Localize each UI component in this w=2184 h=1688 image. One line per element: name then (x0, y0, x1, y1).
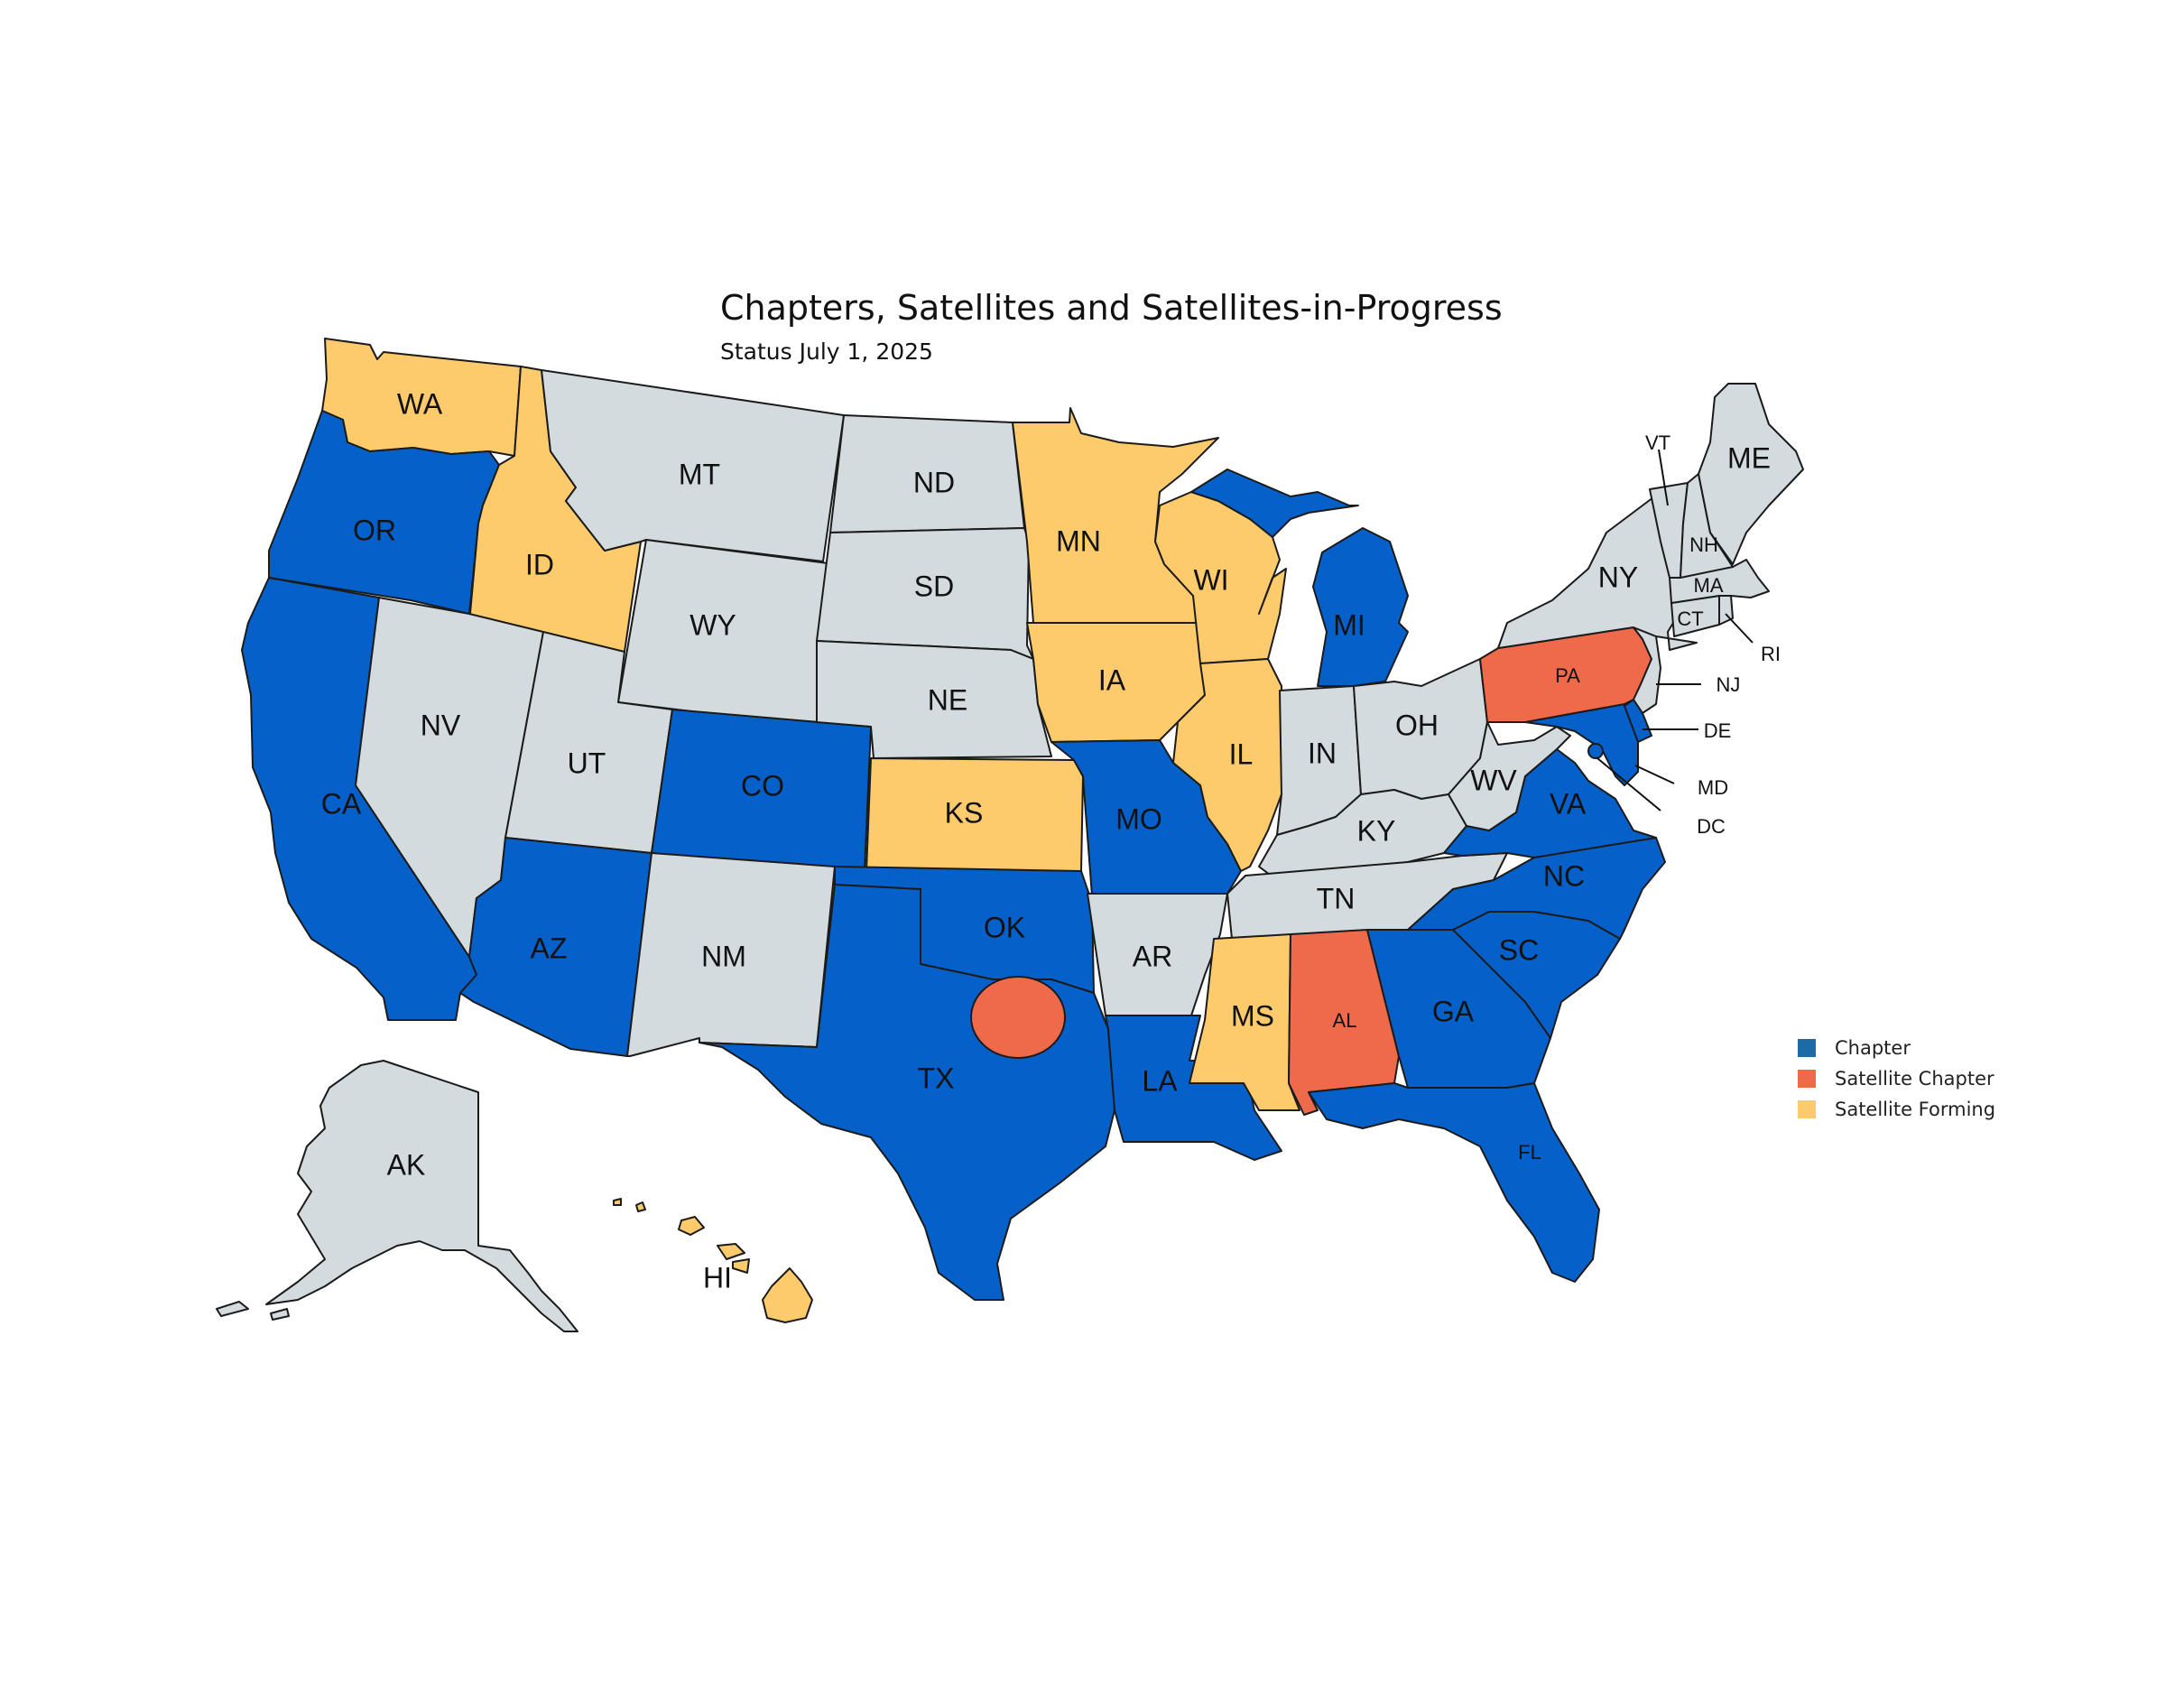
label-nm: NM (701, 940, 746, 972)
legend-label-satellite-forming: Satellite Forming (1835, 1099, 1995, 1120)
legend-swatch-chapter (1798, 1039, 1816, 1057)
label-fl: FL (1518, 1141, 1541, 1164)
label-ca: CA (321, 787, 362, 820)
legend-label-satellite-chapter: Satellite Chapter (1835, 1068, 1994, 1090)
label-de: DE (1704, 719, 1732, 742)
state-ks[interactable] (865, 757, 1084, 872)
label-ia: IA (1098, 663, 1126, 696)
label-md: MD (1698, 776, 1728, 799)
leader-vt (1658, 449, 1669, 506)
state-la[interactable] (1105, 1015, 1282, 1161)
label-la: LA (1142, 1064, 1178, 1097)
label-nh: NH (1689, 533, 1718, 556)
label-nc: NC (1543, 859, 1585, 892)
leader-dc (1596, 757, 1661, 812)
label-mn: MN (1056, 524, 1101, 557)
label-va: VA (1550, 787, 1587, 820)
state-hi[interactable] (613, 1198, 813, 1323)
state-nm[interactable] (626, 852, 836, 1057)
legend-swatch-satellite-forming (1798, 1100, 1816, 1118)
label-al: AL (1333, 1009, 1357, 1032)
label-wi: WI (1193, 563, 1228, 596)
label-ms: MS (1231, 999, 1274, 1032)
map-title: Chapters, Satellites and Satellites-in-P… (720, 288, 1503, 328)
label-ok: OK (984, 911, 1025, 943)
label-ks: KS (945, 796, 984, 829)
label-oh: OH (1395, 709, 1439, 741)
legend-swatch-satellite-chapter (1798, 1070, 1816, 1088)
label-ky: KY (1357, 814, 1396, 847)
label-ne: NE (928, 683, 967, 716)
label-il: IL (1229, 737, 1254, 770)
label-ma: MA (1694, 574, 1724, 597)
label-or: OR (353, 514, 396, 546)
state-mt[interactable] (541, 369, 845, 562)
label-pa: PA (1555, 664, 1580, 687)
label-mo: MO (1115, 802, 1162, 835)
leader-md (1634, 765, 1675, 784)
label-mt: MT (679, 458, 720, 490)
map-subtitle: Status July 1, 2025 (720, 339, 933, 365)
label-ar: AR (1133, 940, 1172, 972)
state-ma[interactable] (1669, 559, 1770, 604)
label-wv: WV (1470, 764, 1517, 796)
label-ut: UT (568, 747, 606, 779)
label-tn: TN (1317, 882, 1356, 914)
label-ak: AK (387, 1148, 426, 1181)
state-fl[interactable] (1308, 1082, 1600, 1283)
state-me[interactable] (1698, 383, 1804, 565)
label-az: AZ (531, 932, 568, 964)
label-sc: SC (1499, 933, 1539, 966)
label-sd: SD (914, 570, 954, 602)
label-wa: WA (397, 387, 443, 420)
label-leader-lines (1596, 449, 1754, 812)
state-ak[interactable] (216, 1060, 578, 1332)
state-nc[interactable] (1407, 837, 1666, 940)
legend: Chapter Satellite Chapter Satellite Form… (1798, 1037, 1995, 1120)
label-nj: NJ (1717, 673, 1741, 696)
label-hi: HI (703, 1261, 732, 1294)
label-id: ID (525, 548, 554, 580)
state-ne[interactable] (816, 640, 1052, 759)
legend-label-chapter: Chapter (1835, 1037, 1911, 1059)
label-ct: CT (1677, 607, 1703, 630)
label-ny: NY (1598, 561, 1638, 593)
label-wy: WY (689, 608, 736, 641)
label-ga: GA (1432, 995, 1475, 1027)
label-co: CO (741, 769, 784, 802)
label-mi: MI (1333, 608, 1365, 641)
state-nj[interactable] (1633, 626, 1661, 714)
state-mi[interactable] (1190, 468, 1409, 687)
label-dc: DC (1697, 815, 1726, 838)
state-dc[interactable] (1587, 743, 1604, 759)
label-nd: ND (913, 466, 955, 498)
north-texas-satellite-marker[interactable] (970, 976, 1066, 1059)
label-me: ME (1727, 441, 1771, 474)
label-in: IN (1308, 737, 1337, 769)
label-nv: NV (421, 709, 461, 741)
label-vt: VT (1645, 431, 1670, 454)
label-tx: TX (918, 1062, 955, 1094)
label-ri: RI (1761, 643, 1781, 665)
leader-ri (1725, 613, 1754, 644)
